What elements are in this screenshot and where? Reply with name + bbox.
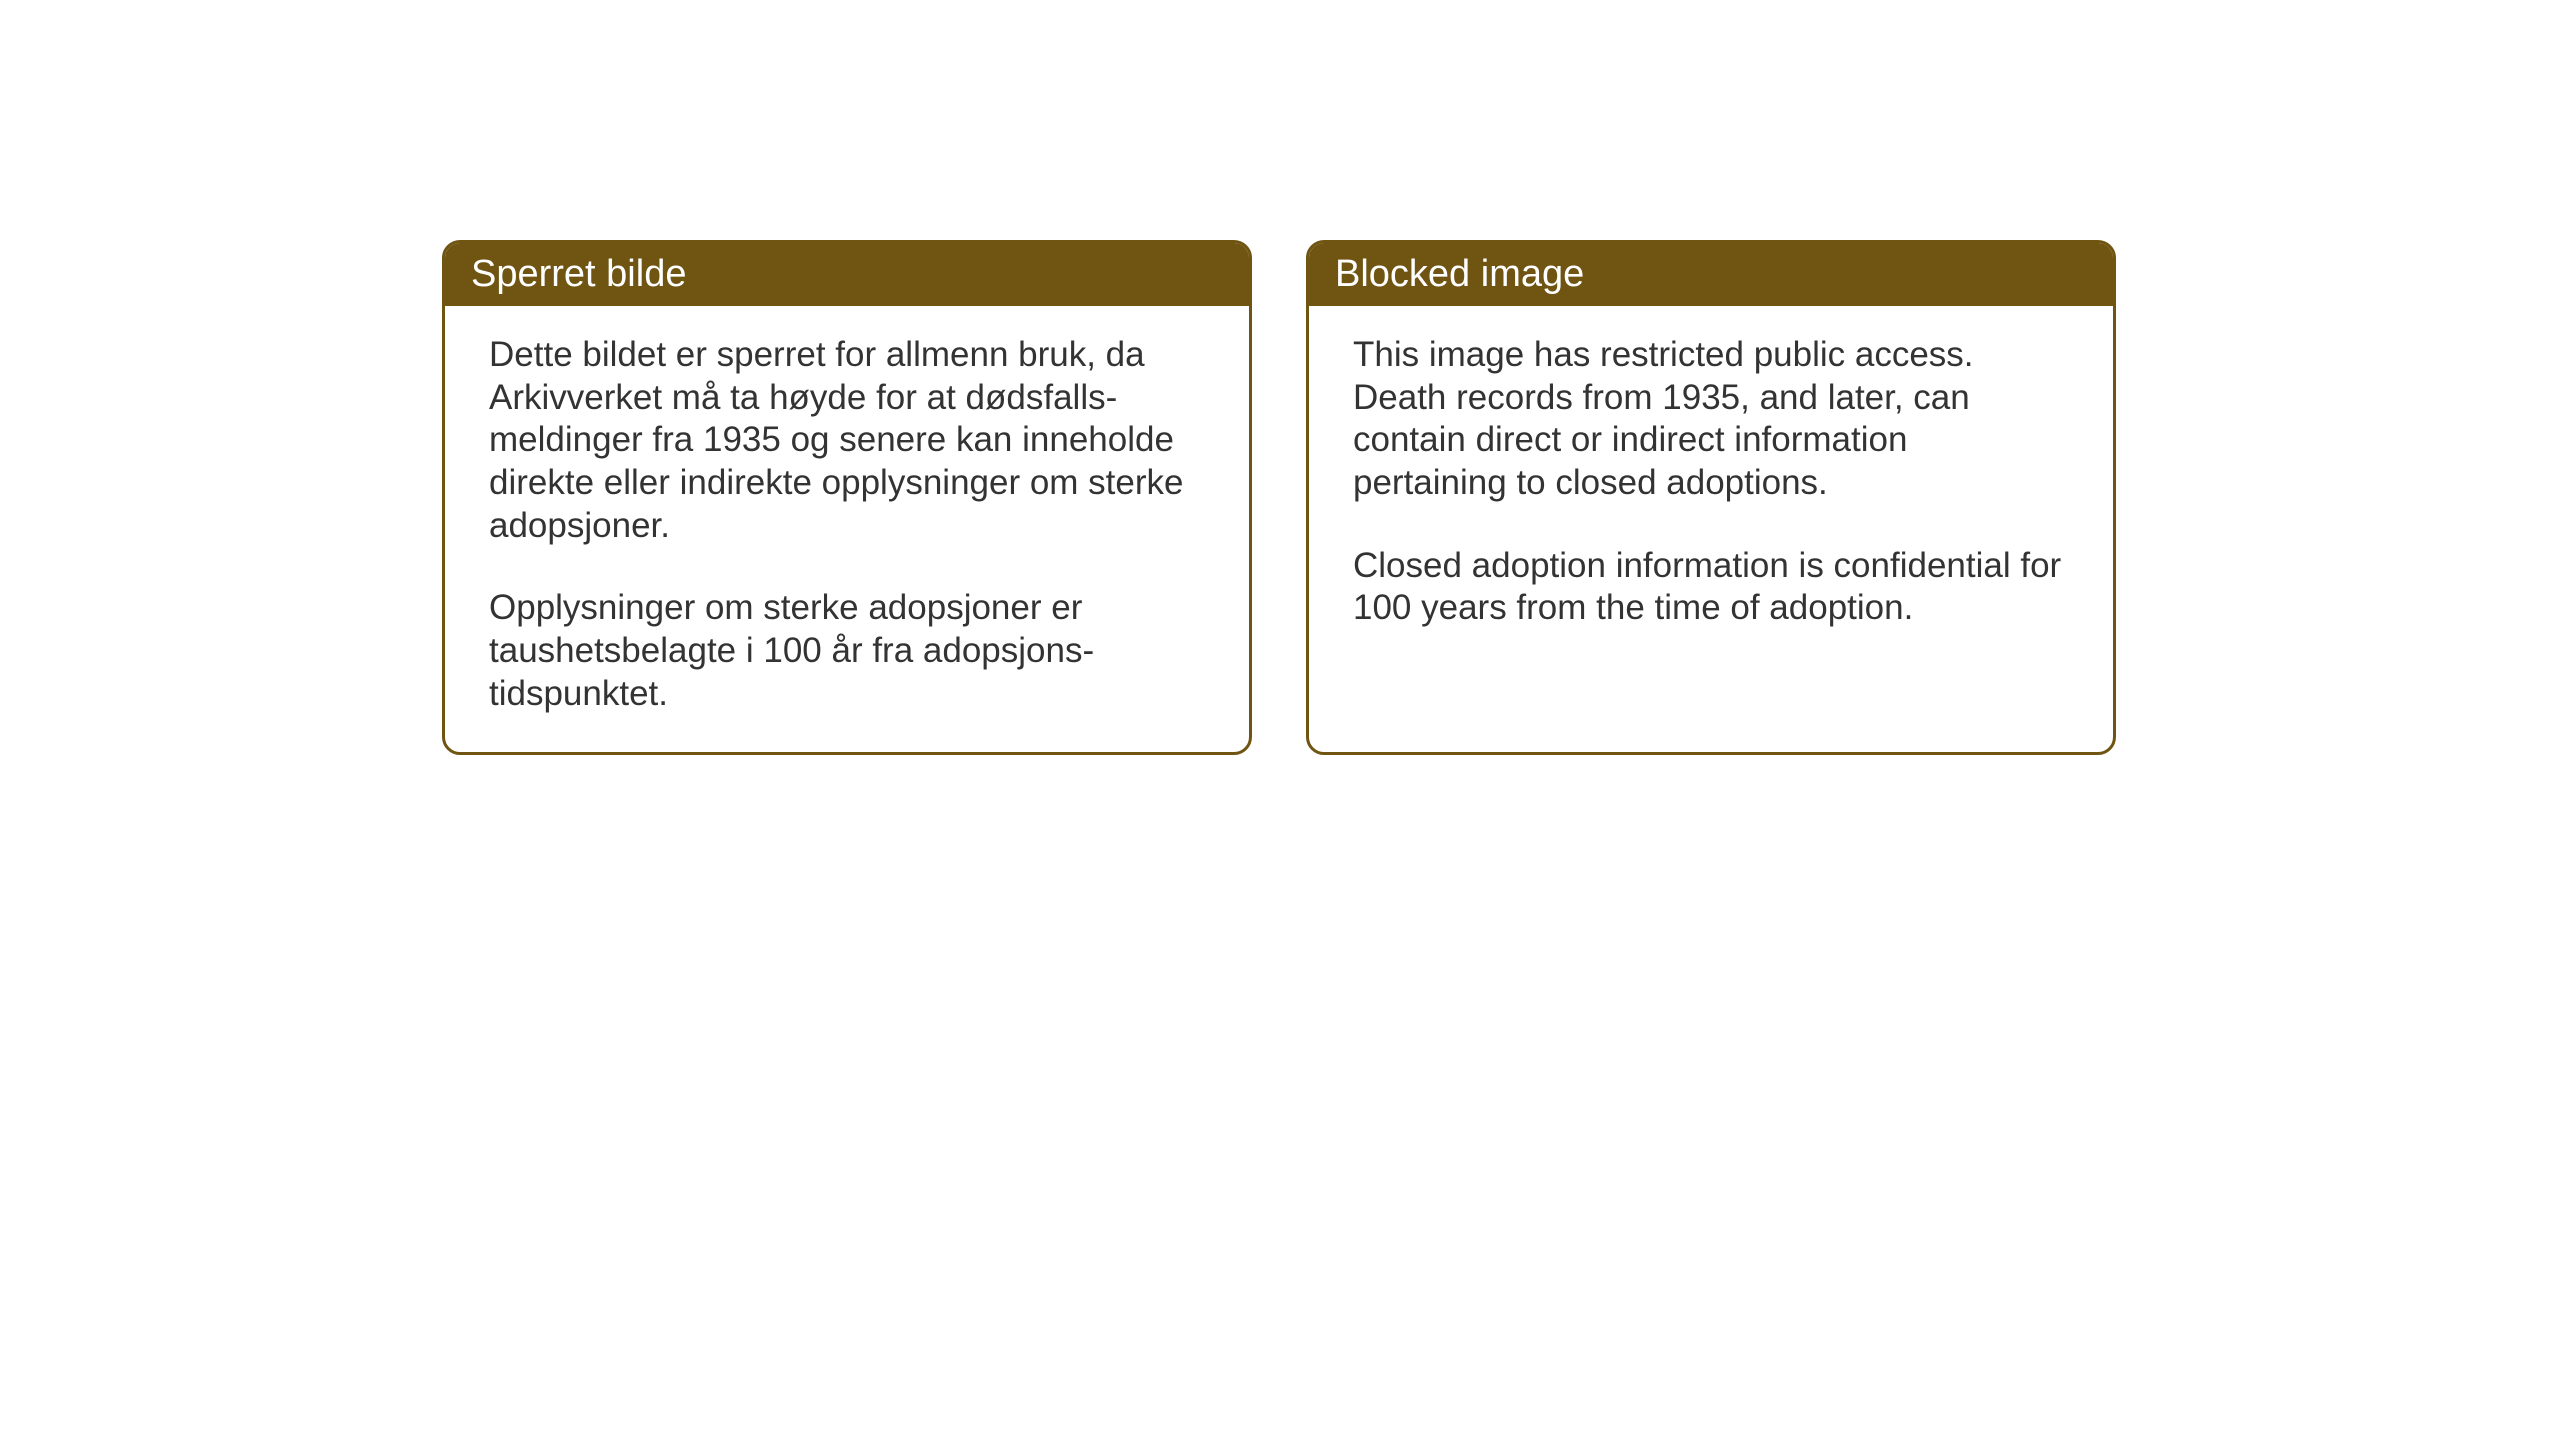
english-paragraph-1: This image has restricted public access.… bbox=[1353, 334, 2069, 505]
english-notice-card: Blocked image This image has restricted … bbox=[1306, 240, 2116, 755]
english-card-title: Blocked image bbox=[1309, 243, 2113, 306]
norwegian-paragraph-2: Opplysninger om sterke adopsjoner er tau… bbox=[489, 587, 1205, 715]
notice-container: Sperret bilde Dette bildet er sperret fo… bbox=[442, 240, 2116, 755]
norwegian-paragraph-1: Dette bildet er sperret for allmenn bruk… bbox=[489, 334, 1205, 547]
norwegian-card-title: Sperret bilde bbox=[445, 243, 1249, 306]
norwegian-card-body: Dette bildet er sperret for allmenn bruk… bbox=[445, 306, 1249, 752]
english-paragraph-2: Closed adoption information is confident… bbox=[1353, 545, 2069, 630]
norwegian-notice-card: Sperret bilde Dette bildet er sperret fo… bbox=[442, 240, 1252, 755]
english-card-body: This image has restricted public access.… bbox=[1309, 306, 2113, 736]
